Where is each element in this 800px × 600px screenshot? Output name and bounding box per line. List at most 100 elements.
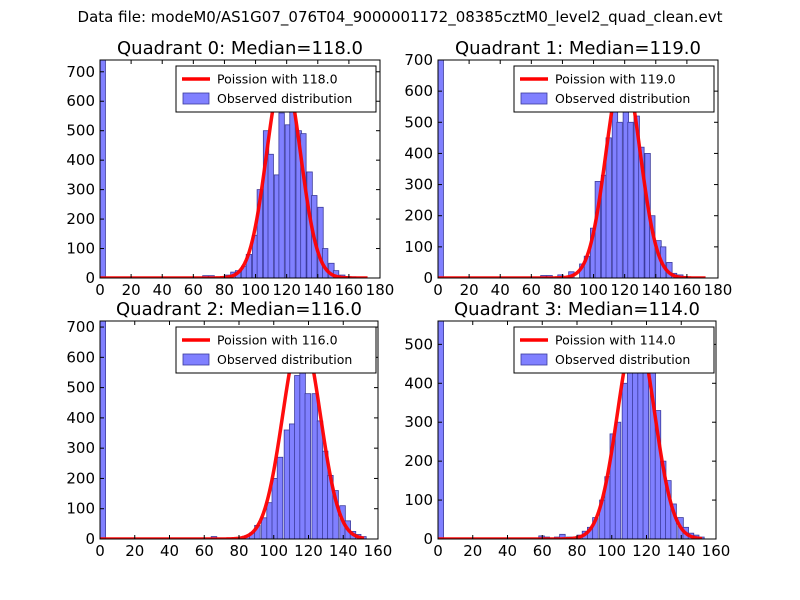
y-tick-label: 100 — [66, 500, 95, 518]
histogram-bar — [283, 429, 291, 539]
legend-fit-label: Poission with 118.0 — [217, 72, 338, 87]
y-tick-label: 200 — [66, 469, 95, 487]
y-tick-label: 400 — [66, 409, 95, 427]
y-tick-label: 100 — [66, 240, 95, 258]
x-tick-label: 60 — [195, 542, 214, 560]
histogram-bar — [621, 382, 629, 539]
histogram-bar — [632, 347, 639, 539]
y-tick-label: 500 — [404, 335, 433, 353]
x-tick-label: 20 — [463, 542, 482, 560]
histogram-bar — [100, 321, 106, 539]
x-tick-label: 140 — [667, 542, 696, 560]
quadrant-3-legend: Poission with 114.0 Observed distribution — [513, 326, 715, 374]
quadrant-2-title: Quadrant 2: Median=116.0 — [116, 299, 362, 320]
x-tick-label: 80 — [229, 542, 248, 560]
histogram-bar — [266, 502, 273, 539]
x-tick-label: 40 — [498, 542, 517, 560]
histogram-bar — [614, 421, 622, 539]
x-tick-label: 60 — [522, 281, 541, 299]
legend-observed-label: Observed distribution — [217, 91, 352, 106]
quadrant-0-legend: Poission with 118.0 Observed distribution — [175, 65, 377, 113]
x-tick-label: 120 — [632, 542, 661, 560]
y-tick-label: 500 — [404, 113, 433, 131]
quadrant-0-axes-frame — [99, 59, 381, 279]
x-tick-label: 160 — [364, 542, 393, 560]
legend-observed-label: Observed distribution — [555, 352, 690, 367]
x-tick-label: 160 — [702, 542, 731, 560]
y-tick-label: 0 — [423, 530, 433, 548]
quadrant-1-axes-frame — [437, 59, 719, 279]
quadrant-2-legend: Poission with 116.0 Observed distribution — [175, 326, 377, 374]
histogram-bar — [271, 478, 278, 539]
legend-observed-swatch — [520, 353, 548, 366]
x-tick-label: 20 — [125, 542, 144, 560]
y-tick-label: 0 — [85, 269, 95, 287]
histogram-bar — [626, 351, 634, 539]
y-tick-label: 300 — [66, 439, 95, 457]
y-tick-label: 200 — [66, 210, 95, 228]
y-tick-label: 200 — [404, 452, 433, 470]
x-tick-label: 40 — [153, 281, 172, 299]
legend-fit-label: Poission with 114.0 — [555, 333, 676, 348]
x-tick-label: 80 — [215, 281, 234, 299]
histogram-bar — [438, 321, 444, 539]
histogram-bar — [627, 121, 634, 278]
y-tick-label: 600 — [66, 92, 95, 110]
x-tick-label: 40 — [491, 281, 510, 299]
quadrant-2-panel: 0 20 40 60 80 100 120 140 160 0 100 200 300 400 500 600… — [66, 299, 392, 560]
histogram-bar — [278, 112, 285, 278]
legend-observed-label: Observed distribution — [217, 352, 352, 367]
x-tick-label: 20 — [122, 281, 141, 299]
histogram-bar — [316, 420, 324, 539]
histogram-bar — [276, 456, 284, 539]
legend-observed-swatch — [520, 92, 548, 105]
x-tick-label: 120 — [272, 281, 301, 299]
y-tick-label: 200 — [404, 207, 433, 225]
histogram-bar — [267, 153, 274, 278]
legend-observed-swatch — [182, 353, 210, 366]
x-tick-label: 100 — [241, 281, 270, 299]
y-tick-label: 700 — [66, 318, 95, 336]
y-tick-label: 0 — [423, 269, 433, 287]
x-tick-label: 20 — [460, 281, 479, 299]
quadrant-3-title: Quadrant 3: Median=114.0 — [454, 299, 700, 320]
histogram-bar — [311, 393, 318, 539]
y-tick-label: 300 — [404, 176, 433, 194]
y-tick-label: 400 — [404, 144, 433, 162]
quadrant-0-plot-area — [100, 60, 368, 278]
y-tick-label: 300 — [404, 413, 433, 431]
x-tick-label: 140 — [329, 542, 358, 560]
quadrant-1-plot-area — [438, 60, 706, 278]
poisson-fit-line — [100, 69, 368, 278]
y-tick-label: 400 — [404, 374, 433, 392]
x-tick-label: 100 — [597, 542, 626, 560]
y-tick-label: 500 — [66, 122, 95, 140]
histogram-bar — [261, 517, 268, 539]
quadrant-1-panel: 0 20 40 60 80 100 120 140 160 1800100200300400500… — [404, 38, 732, 299]
x-tick-label: 100 — [259, 542, 288, 560]
x-tick-label: 80 — [553, 281, 572, 299]
y-tick-label: 400 — [66, 151, 95, 169]
y-tick-label: 300 — [66, 181, 95, 199]
histogram-bar — [438, 60, 444, 278]
x-tick-label: 120 — [294, 542, 323, 560]
x-tick-label: 140 — [303, 281, 332, 299]
x-tick-label: 60 — [184, 281, 203, 299]
quadrant-0-title: Quadrant 0: Median=118.0 — [117, 38, 363, 59]
x-tick-label: 180 — [704, 281, 733, 299]
histogram-bar — [100, 60, 106, 278]
x-tick-label: 160 — [335, 281, 364, 299]
y-tick-label: 500 — [66, 379, 95, 397]
x-tick-label: 0 — [433, 542, 443, 560]
histogram-bar — [317, 206, 324, 278]
x-tick-label: 0 — [95, 542, 105, 560]
y-tick-label: 600 — [404, 82, 433, 100]
y-tick-label: 0 — [85, 530, 95, 548]
y-tick-label: 600 — [66, 348, 95, 366]
quadrant-0-panel: 0 20 40 60 80 100 120 140 160 1800100200300400500… — [66, 38, 394, 299]
poisson-fit-line — [438, 67, 706, 278]
y-tick-label: 700 — [404, 51, 433, 69]
legend-observed-swatch — [182, 92, 210, 105]
